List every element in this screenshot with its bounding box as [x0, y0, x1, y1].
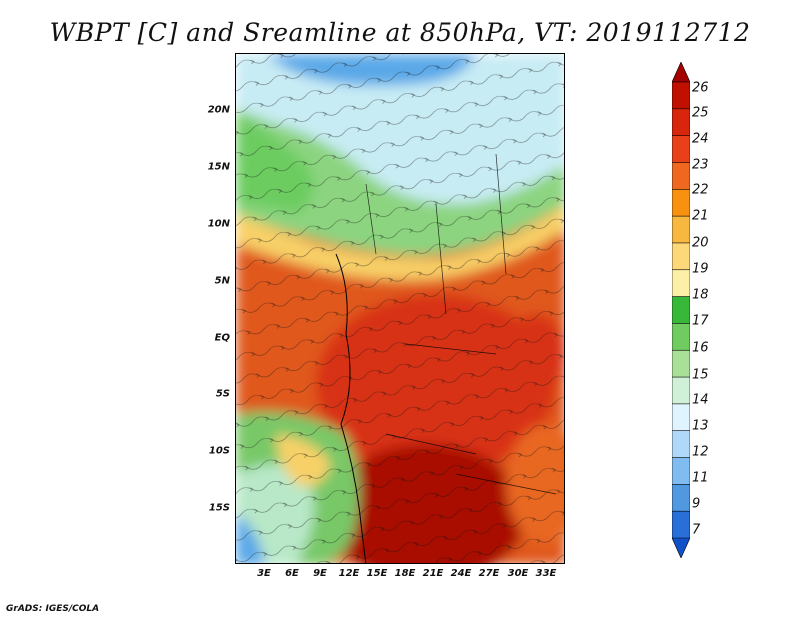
colorbar-segment — [672, 349, 690, 378]
colorbar-label-13: 13 — [692, 418, 709, 434]
lat-label-5s: 5S — [215, 388, 230, 400]
colorbar-segment — [672, 135, 690, 164]
lat-label-eq: EQ — [214, 332, 230, 344]
lat-label-20n: 20N — [207, 104, 230, 116]
colorbar-segment — [672, 162, 690, 191]
lon-label-3e: 3E — [257, 568, 271, 579]
map-panel — [235, 53, 565, 564]
lat-label-15s: 15S — [208, 502, 230, 514]
lat-label-15n: 15N — [207, 161, 230, 173]
color-bar — [672, 62, 690, 558]
colorbar-label-7: 7 — [692, 522, 701, 538]
wbpt-field-map — [236, 54, 564, 563]
lon-label-15e: 15E — [366, 568, 388, 579]
colorbar-label-18: 18 — [692, 287, 709, 303]
colorbar-label-11: 11 — [692, 470, 709, 486]
colorbar-label-15: 15 — [692, 367, 709, 383]
colorbar-label-22: 22 — [692, 182, 709, 198]
colorbar-label-20: 20 — [692, 235, 709, 251]
colorbar-segment — [672, 403, 690, 432]
colorbar-segment — [672, 296, 690, 325]
lon-label-18e: 18E — [394, 568, 416, 579]
colorbar-label-24: 24 — [692, 131, 709, 147]
colorbar-segment — [672, 188, 690, 217]
colorbar-segment — [672, 430, 690, 459]
colorbar-label-23: 23 — [692, 157, 709, 173]
colorbar-segment — [672, 108, 690, 137]
colorbar-label-12: 12 — [692, 444, 709, 460]
colorbar-label-9: 9 — [692, 496, 701, 512]
lon-label-24e: 24E — [450, 568, 472, 579]
colorbar-label-25: 25 — [692, 105, 709, 121]
colorbar-segment — [672, 269, 690, 298]
lat-label-5n: 5N — [214, 275, 230, 287]
colorbar-label-21: 21 — [692, 208, 709, 224]
colorbar-segment — [672, 484, 690, 512]
lon-label-6e: 6E — [285, 568, 299, 579]
colorbar-top-arrow — [672, 62, 690, 83]
lon-label-33e: 33E — [535, 568, 557, 579]
colorbar-segment — [672, 510, 690, 539]
lon-label-9e: 9E — [313, 568, 327, 579]
colorbar-segment — [672, 215, 690, 244]
grads-credit: GrADS: IGES/COLA — [6, 604, 100, 614]
colorbar-segment — [672, 242, 690, 271]
colorbar-label-17: 17 — [692, 313, 709, 329]
colorbar-label-16: 16 — [692, 340, 709, 356]
lon-label-30e: 30E — [507, 568, 529, 579]
colorbar-label-26: 26 — [692, 80, 709, 96]
colorbar-segment — [672, 376, 690, 405]
colorbar-segment — [672, 323, 690, 352]
chart-title: WBPT [C] and Sreamline at 850hPa, VT: 20… — [49, 18, 751, 47]
colorbar-label-19: 19 — [692, 261, 709, 277]
colorbar-bottom-arrow — [672, 537, 690, 558]
lat-label-10n: 10N — [207, 218, 230, 230]
colorbar-segment — [672, 81, 690, 110]
lon-label-21e: 21E — [422, 568, 444, 579]
lat-label-10s: 10S — [208, 445, 230, 457]
lon-label-12e: 12E — [338, 568, 360, 579]
lon-label-27e: 27E — [478, 568, 500, 579]
colorbar-segment — [672, 457, 690, 486]
colorbar-label-14: 14 — [692, 392, 709, 408]
